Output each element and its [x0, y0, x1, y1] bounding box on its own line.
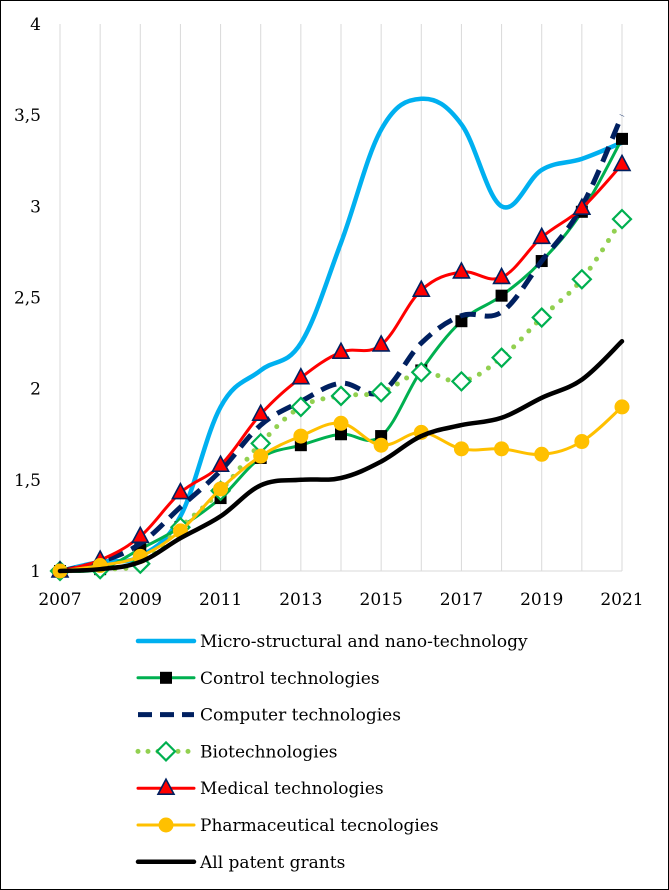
series-line	[57, 96, 625, 574]
legend-label: Biotechnologies	[200, 742, 338, 762]
y-tick-labels: 1 1,5 2 2,5 3 3,5 4	[14, 15, 41, 582]
legend-label: All patent grants	[199, 853, 345, 873]
data-point	[335, 428, 347, 441]
y-tick-label: 2,5	[14, 289, 41, 309]
series-all-patent-grants	[57, 339, 625, 574]
legend-label: Computer technologies	[200, 706, 401, 726]
series-layer	[49, 96, 633, 582]
series-micro-structural-and-nano-technology	[57, 96, 625, 574]
y-tick-label: 2	[30, 380, 41, 400]
legend-marker	[158, 817, 174, 833]
legend: Micro-structural and nano-technology Cont…	[135, 632, 528, 873]
x-tick-labels: 2007 2009 2011 2013 2015 2017 2019 2021	[38, 590, 643, 610]
series-line	[57, 339, 625, 574]
data-point	[450, 370, 472, 392]
data-point	[534, 446, 550, 462]
axes	[59, 24, 622, 572]
data-point	[574, 434, 590, 450]
y-tick-label: 1,5	[14, 471, 41, 491]
data-point	[571, 268, 593, 290]
data-point	[453, 441, 469, 457]
data-point	[612, 153, 632, 172]
data-point	[452, 261, 471, 279]
series-pharmaceutical-tecnologies	[52, 399, 630, 579]
legend-marker	[160, 671, 172, 684]
data-point	[411, 279, 431, 298]
data-point	[373, 437, 389, 453]
data-point	[531, 307, 553, 329]
y-tick-label: 4	[30, 15, 41, 35]
data-point	[455, 315, 468, 328]
series-line	[59, 114, 625, 574]
legend-marker	[156, 777, 176, 796]
data-point	[333, 415, 349, 431]
data-point	[410, 361, 432, 383]
legend-item: All patent grants	[135, 853, 345, 873]
y-tick-label: 3	[30, 197, 41, 217]
legend-item: Computer technologies	[138, 706, 401, 726]
data-point	[532, 226, 552, 245]
series-computer-technologies	[59, 114, 625, 574]
data-point	[253, 448, 269, 464]
legend-item: Pharmaceutical tecnologies	[136, 816, 439, 836]
data-point	[130, 525, 150, 544]
data-point	[611, 208, 633, 230]
y-tick-label: 3,5	[14, 106, 41, 126]
legend-marker	[155, 740, 177, 762]
x-tick-label: 2021	[600, 590, 643, 610]
x-tick-label: 2017	[440, 590, 483, 610]
data-point	[491, 347, 513, 369]
data-point	[293, 428, 309, 444]
grid-lines	[99, 24, 623, 571]
data-point	[291, 367, 311, 385]
x-tick-label: 2007	[38, 590, 81, 610]
legend-item: Biotechnologies	[135, 740, 338, 762]
legend-label: Micro-structural and nano-technology	[200, 632, 528, 652]
legend-label: Pharmaceutical tecnologies	[200, 816, 439, 836]
x-tick-label: 2011	[199, 590, 242, 610]
x-tick-label: 2009	[119, 590, 162, 610]
data-point	[171, 481, 190, 500]
data-point	[492, 266, 511, 285]
data-point	[616, 132, 628, 145]
legend-label: Medical technologies	[200, 779, 384, 799]
data-point	[614, 399, 630, 415]
legend-item: Medical technologies	[136, 777, 384, 799]
x-tick-label: 2015	[360, 590, 403, 610]
y-tick-label: 1	[30, 562, 41, 582]
data-point	[494, 441, 510, 457]
x-tick-label: 2013	[279, 590, 322, 610]
data-point	[213, 481, 229, 497]
data-point	[290, 396, 312, 418]
legend-label: Control technologies	[200, 669, 380, 689]
data-point	[330, 385, 352, 407]
data-point	[371, 334, 391, 352]
data-point	[251, 403, 271, 421]
data-point	[211, 454, 230, 473]
data-point	[572, 197, 592, 215]
data-point	[331, 341, 351, 360]
legend-item: Micro-structural and nano-technology	[135, 632, 528, 652]
legend-item: Control technologies	[136, 669, 380, 689]
x-tick-label: 2019	[520, 590, 563, 610]
data-point	[495, 289, 508, 302]
data-point	[370, 381, 392, 403]
